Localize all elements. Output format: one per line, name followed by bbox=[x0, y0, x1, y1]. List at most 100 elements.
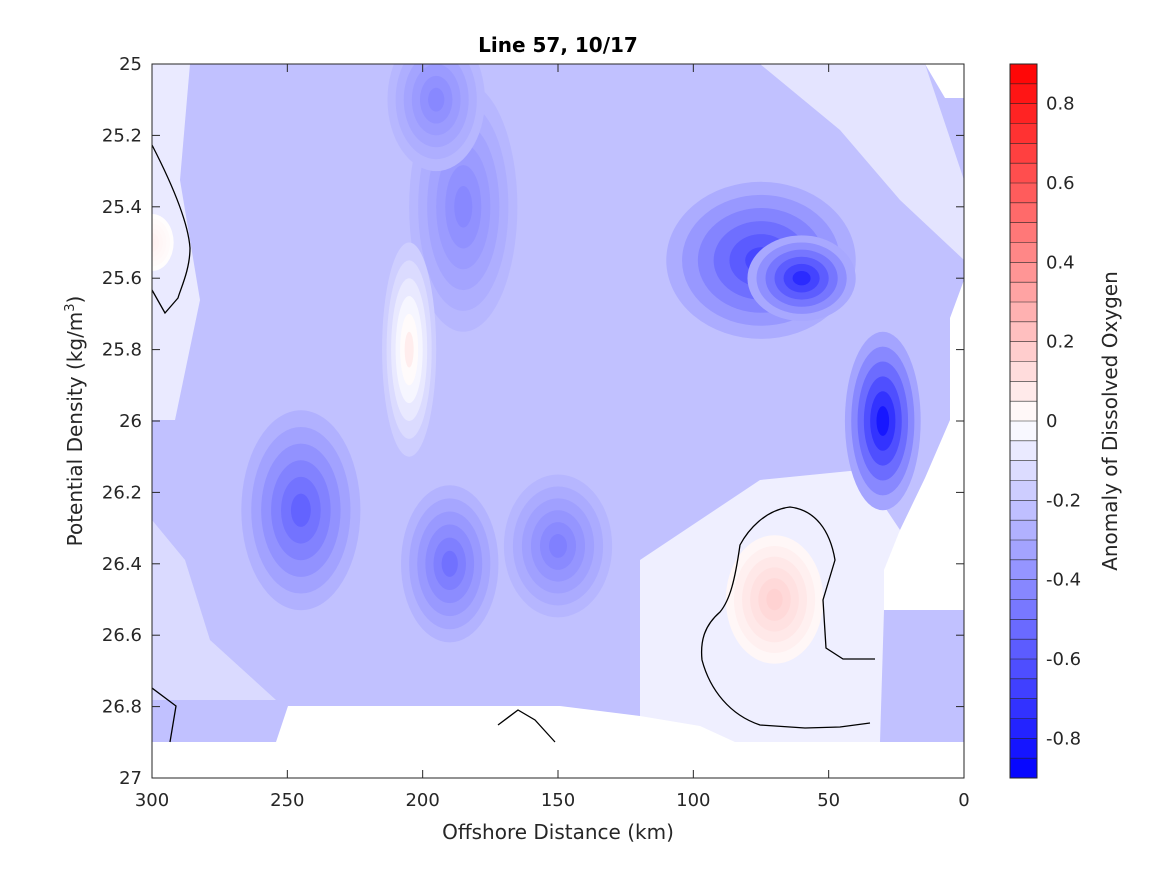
no-data-region-topright bbox=[925, 64, 964, 98]
colorbar-cell bbox=[1010, 540, 1037, 561]
colorbar-cell bbox=[1010, 421, 1037, 442]
zero-contour-right-positive bbox=[700, 506, 875, 729]
contour-band bbox=[290, 493, 311, 527]
colorbar-cell bbox=[1010, 460, 1037, 481]
y-axis-label-main: Potential Density (kg/m bbox=[63, 312, 87, 547]
colorbar-label: Anomaly of Dissolved Oxygen bbox=[1098, 271, 1122, 571]
contour-band bbox=[454, 185, 473, 228]
colorbar-cell bbox=[1010, 143, 1037, 164]
x-tick-label: 150 bbox=[541, 790, 575, 811]
zero-contour-bottom-left bbox=[152, 687, 177, 743]
y-tick-label: 25 bbox=[119, 54, 142, 75]
zero-contour-lines bbox=[152, 144, 875, 743]
plot-area bbox=[152, 64, 964, 778]
feature-low-7 bbox=[844, 331, 921, 511]
x-axis: 300 250 200 150 100 50 0 bbox=[135, 64, 970, 811]
y-tick-label: 26.8 bbox=[102, 697, 142, 718]
contour-fill-layers bbox=[152, 64, 964, 778]
x-tick-label: 50 bbox=[817, 790, 840, 811]
x-tick-label: 250 bbox=[270, 790, 304, 811]
colorbar-tick-label: 0 bbox=[1046, 411, 1057, 432]
colorbar-cell bbox=[1010, 103, 1037, 124]
y-tick-label: 27 bbox=[119, 768, 142, 789]
x-tick-label: 100 bbox=[676, 790, 710, 811]
contour-band bbox=[876, 406, 890, 436]
colorbar-frame bbox=[1009, 63, 1038, 779]
zero-contour-left bbox=[152, 144, 191, 315]
colorbar-cell bbox=[1010, 83, 1037, 105]
colorbar-cells bbox=[1010, 64, 1037, 779]
colorbar-cell bbox=[1010, 579, 1037, 600]
contour-band bbox=[766, 588, 783, 611]
y-axis-label: Potential Density (kg/m3) bbox=[63, 296, 87, 547]
colorbar-cell bbox=[1010, 222, 1037, 243]
contour-band bbox=[152, 237, 156, 248]
y-axis-label-superscript: 3 bbox=[63, 303, 78, 311]
colorbar-cell bbox=[1010, 639, 1037, 660]
no-data-region-right bbox=[884, 280, 964, 610]
y-tick-label: 26.4 bbox=[102, 554, 142, 575]
x-tick-label: 200 bbox=[405, 790, 439, 811]
colorbar-cell bbox=[1010, 64, 1037, 85]
zero-contour-bottom-mid bbox=[497, 709, 556, 743]
colorbar-cell bbox=[1010, 262, 1037, 283]
colorbar-cell bbox=[1010, 678, 1037, 700]
colorbar-tick-label: -0.8 bbox=[1046, 728, 1081, 749]
y-tick-label: 25.4 bbox=[102, 197, 142, 218]
colorbar-cell bbox=[1010, 659, 1037, 680]
colorbar-cell bbox=[1010, 163, 1037, 184]
colorbar-cell bbox=[1010, 520, 1037, 541]
colorbar-tick-label: 0.6 bbox=[1046, 173, 1075, 194]
colorbar-cell bbox=[1010, 123, 1037, 144]
feature-high_low-8 bbox=[382, 242, 437, 457]
colorbar-cell bbox=[1010, 480, 1037, 501]
no-data-region-bottom bbox=[152, 706, 964, 778]
colorbar-cell bbox=[1010, 698, 1037, 719]
colorbar-cell bbox=[1010, 401, 1037, 422]
y-tick-label: 25.8 bbox=[102, 340, 142, 361]
colorbar-cell bbox=[1010, 361, 1037, 382]
colorbar-cell bbox=[1010, 718, 1037, 739]
colorbar-tick-label: -0.2 bbox=[1046, 490, 1081, 511]
edge-fade-region-3 bbox=[760, 64, 964, 260]
colorbar-cell bbox=[1010, 599, 1037, 620]
colorbar-tick-label: -0.4 bbox=[1046, 570, 1081, 591]
colorbar: 0.8 0.6 0.4 0.2 0 -0.2 -0.4 -0.6 -0.8 Anomaly of… bbox=[1009, 63, 1122, 779]
colorbar-ticks: 0.8 0.6 0.4 0.2 0 -0.2 -0.4 -0.6 -0.8 bbox=[1046, 94, 1081, 750]
chart-title: Line 57, 10/17 bbox=[478, 33, 638, 57]
edge-fade-region-1 bbox=[152, 520, 276, 700]
feature-low-0 bbox=[241, 410, 361, 611]
y-axis-label-close: ) bbox=[63, 296, 87, 304]
feature-low-3 bbox=[387, 64, 485, 172]
no-data-masks bbox=[152, 64, 964, 778]
colorbar-tick-label: 0.2 bbox=[1046, 332, 1075, 353]
colorbar-tick-label: -0.6 bbox=[1046, 649, 1081, 670]
colorbar-cell bbox=[1010, 440, 1037, 462]
colorbar-cell bbox=[1010, 738, 1037, 759]
x-tick-label: 300 bbox=[135, 790, 169, 811]
feature-low-4 bbox=[503, 474, 613, 618]
contour-band bbox=[441, 550, 458, 577]
colorbar-cell bbox=[1010, 302, 1037, 323]
feature-high-9 bbox=[725, 535, 824, 664]
y-tick-label: 25.6 bbox=[102, 268, 142, 289]
x-axis-label: Offshore Distance (km) bbox=[442, 820, 674, 844]
colorbar-cell bbox=[1010, 619, 1037, 640]
colorbar-tick-label: 0.8 bbox=[1046, 94, 1075, 115]
colorbar-tick-label: 0.4 bbox=[1046, 252, 1075, 273]
contour-band bbox=[792, 271, 811, 286]
x-tick-label: 0 bbox=[958, 790, 969, 811]
y-tick-label: 26.6 bbox=[102, 625, 142, 646]
feature-low-1 bbox=[401, 485, 499, 643]
contour-band bbox=[404, 331, 414, 368]
contour-band bbox=[428, 87, 445, 112]
colorbar-cell bbox=[1010, 321, 1037, 343]
y-tick-label: 26.2 bbox=[102, 482, 142, 503]
colorbar-cell bbox=[1010, 500, 1037, 521]
colorbar-cell bbox=[1010, 341, 1037, 362]
colorbar-cell bbox=[1010, 242, 1037, 263]
colorbar-cell bbox=[1010, 202, 1037, 224]
y-tick-label: 26 bbox=[119, 411, 142, 432]
colorbar-cell bbox=[1010, 559, 1037, 581]
